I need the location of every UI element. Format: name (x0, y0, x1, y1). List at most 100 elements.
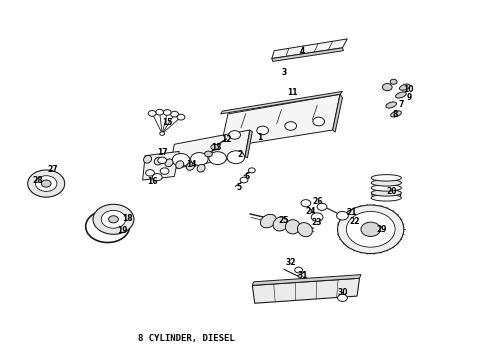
Text: 21: 21 (346, 208, 356, 217)
Circle shape (311, 213, 323, 221)
Text: 22: 22 (350, 217, 360, 226)
Text: 19: 19 (117, 225, 127, 234)
Circle shape (148, 111, 156, 116)
Ellipse shape (391, 111, 401, 117)
Circle shape (301, 200, 311, 207)
Ellipse shape (186, 163, 195, 170)
Text: 2: 2 (238, 150, 243, 159)
Text: 5: 5 (237, 183, 242, 192)
Circle shape (382, 84, 392, 91)
Text: 20: 20 (386, 187, 396, 196)
Text: 3: 3 (281, 68, 287, 77)
Circle shape (229, 131, 241, 139)
Circle shape (313, 117, 324, 126)
Text: 31: 31 (297, 271, 308, 280)
Polygon shape (170, 130, 250, 169)
Polygon shape (252, 278, 360, 303)
Circle shape (109, 216, 118, 223)
Text: 17: 17 (157, 148, 168, 157)
Text: 29: 29 (376, 225, 387, 234)
Text: 11: 11 (288, 88, 298, 97)
Polygon shape (220, 94, 340, 148)
Circle shape (338, 294, 347, 301)
Polygon shape (220, 91, 343, 114)
Polygon shape (372, 194, 401, 197)
Circle shape (28, 170, 65, 197)
Ellipse shape (386, 102, 396, 108)
Circle shape (172, 153, 190, 166)
Text: 14: 14 (186, 161, 196, 170)
Ellipse shape (371, 185, 401, 191)
Circle shape (338, 205, 404, 253)
Circle shape (294, 267, 302, 273)
Ellipse shape (144, 156, 151, 163)
Circle shape (257, 126, 269, 135)
Polygon shape (252, 275, 361, 285)
Circle shape (163, 109, 171, 115)
Ellipse shape (371, 195, 401, 201)
Circle shape (248, 168, 255, 173)
Text: 15: 15 (162, 118, 172, 127)
Text: 10: 10 (403, 85, 414, 94)
Ellipse shape (197, 165, 205, 172)
Polygon shape (333, 94, 343, 132)
Text: 28: 28 (33, 176, 43, 185)
Circle shape (361, 222, 380, 237)
Circle shape (390, 79, 397, 84)
Text: 9: 9 (407, 93, 412, 102)
Circle shape (285, 122, 296, 130)
Ellipse shape (395, 92, 406, 98)
Circle shape (227, 151, 245, 164)
Circle shape (152, 174, 162, 181)
Text: 1: 1 (257, 133, 262, 142)
Circle shape (41, 180, 51, 187)
Ellipse shape (260, 214, 276, 228)
Polygon shape (143, 152, 179, 180)
Circle shape (160, 132, 165, 135)
Circle shape (317, 203, 327, 210)
Text: 25: 25 (279, 216, 289, 225)
Circle shape (35, 176, 57, 192)
Ellipse shape (297, 222, 313, 237)
Ellipse shape (371, 175, 401, 181)
Ellipse shape (165, 159, 173, 167)
Text: 6: 6 (245, 172, 250, 181)
Ellipse shape (371, 190, 401, 196)
Ellipse shape (273, 217, 288, 231)
Circle shape (337, 211, 348, 220)
Circle shape (346, 211, 395, 247)
Circle shape (158, 157, 167, 163)
Ellipse shape (176, 161, 184, 168)
Text: 24: 24 (305, 207, 316, 216)
Ellipse shape (371, 180, 401, 186)
Circle shape (101, 210, 125, 228)
Ellipse shape (154, 157, 162, 165)
Polygon shape (272, 48, 343, 62)
Circle shape (93, 204, 134, 234)
Circle shape (211, 144, 219, 150)
Polygon shape (245, 130, 252, 158)
Text: 30: 30 (337, 288, 348, 297)
Circle shape (146, 170, 154, 176)
Text: 8 CYLINDER, DIESEL: 8 CYLINDER, DIESEL (138, 334, 235, 343)
Circle shape (171, 111, 178, 117)
Circle shape (240, 177, 248, 183)
Circle shape (204, 151, 212, 157)
Circle shape (191, 153, 208, 166)
Text: 32: 32 (286, 258, 296, 267)
Text: 8: 8 (392, 110, 398, 119)
Text: 27: 27 (47, 165, 58, 174)
Circle shape (156, 109, 164, 115)
Text: 18: 18 (122, 214, 132, 223)
Text: 4: 4 (300, 47, 305, 56)
Circle shape (177, 114, 185, 120)
Ellipse shape (399, 84, 410, 90)
Text: 12: 12 (221, 135, 232, 144)
Text: 13: 13 (212, 143, 222, 152)
Circle shape (160, 168, 169, 174)
Polygon shape (272, 39, 347, 59)
Text: 23: 23 (312, 218, 322, 227)
Ellipse shape (286, 220, 300, 234)
Text: 7: 7 (398, 100, 404, 109)
Text: 16: 16 (147, 177, 158, 186)
